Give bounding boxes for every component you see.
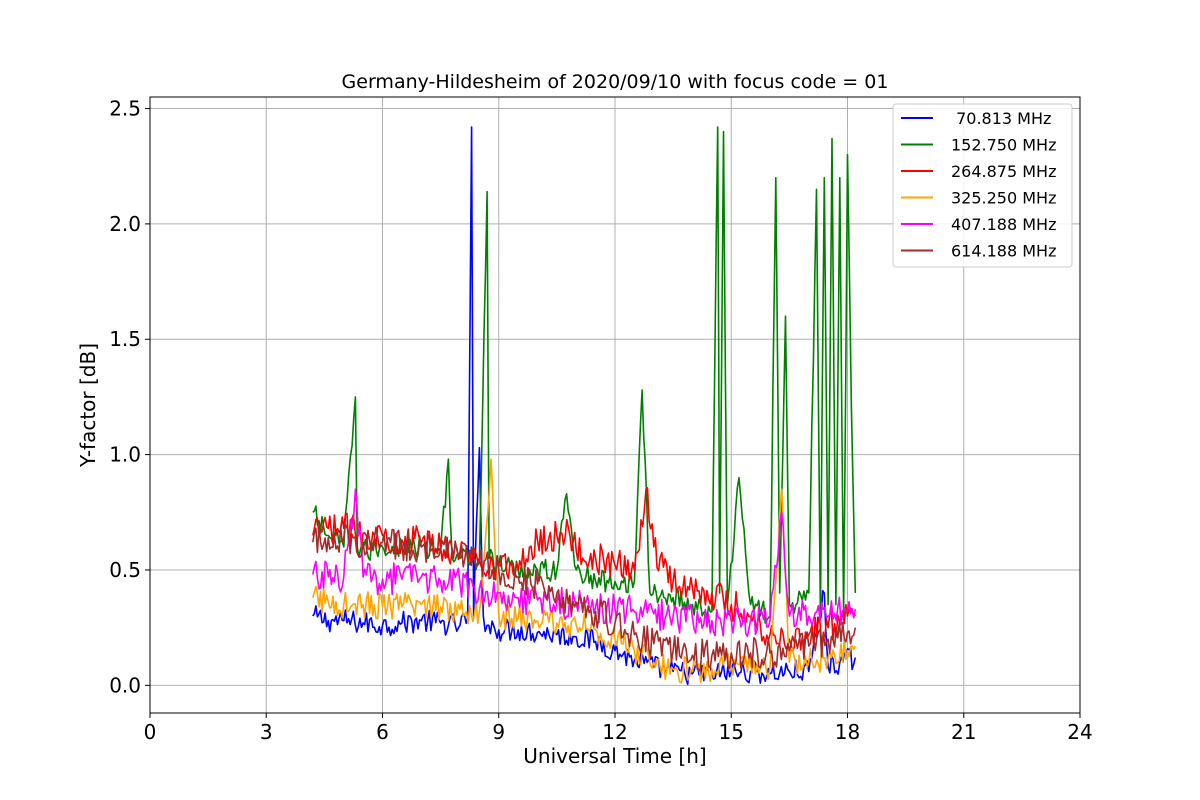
y-tick-label: 1.5 — [109, 327, 141, 351]
y-tick-label: 2.5 — [109, 97, 141, 121]
legend: 70.813 MHz 152.750 MHz 264.875 MHz 325.250 … — [892, 103, 1073, 268]
x-axis-label: Universal Time [h] — [523, 744, 706, 768]
legend-label: 70.813 MHz — [951, 109, 1051, 128]
y-tick-label: 0.5 — [109, 558, 141, 582]
y-tick-label: 0.0 — [109, 673, 141, 697]
series-group — [312, 126, 857, 686]
x-tick-label: 21 — [951, 720, 976, 744]
legend-label: 325.250 MHz — [951, 189, 1056, 208]
series-line-3 — [312, 487, 856, 652]
x-tick-label: 24 — [1067, 720, 1092, 744]
y-axis: 0.0 0.5 1.0 1.5 2.0 2.5 — [109, 97, 150, 697]
legend-label: 614.188 MHz — [951, 242, 1056, 261]
legend-label: 407.188 MHz — [951, 215, 1056, 234]
y-tick-label: 1.0 — [109, 443, 141, 467]
legend-label: 264.875 MHz — [951, 162, 1056, 181]
x-tick-label: 12 — [602, 720, 627, 744]
chart-title: Germany-Hildesheim of 2020/09/10 with fo… — [342, 71, 889, 93]
x-axis: 0 3 6 9 12 15 18 21 24 — [144, 713, 1093, 744]
series-line-1 — [312, 126, 857, 686]
x-tick-label: 9 — [492, 720, 505, 744]
x-tick-label: 6 — [376, 720, 389, 744]
x-tick-label: 15 — [719, 720, 744, 744]
x-tick-label: 3 — [260, 720, 273, 744]
legend-box — [892, 103, 1073, 268]
y-tick-label: 2.0 — [109, 212, 141, 236]
x-tick-label: 0 — [144, 720, 157, 744]
y-axis-label: Y-factor [dB] — [76, 343, 100, 468]
series-line-6 — [312, 523, 857, 672]
x-tick-label: 18 — [835, 720, 860, 744]
legend-label: 152.750 MHz — [951, 136, 1056, 155]
